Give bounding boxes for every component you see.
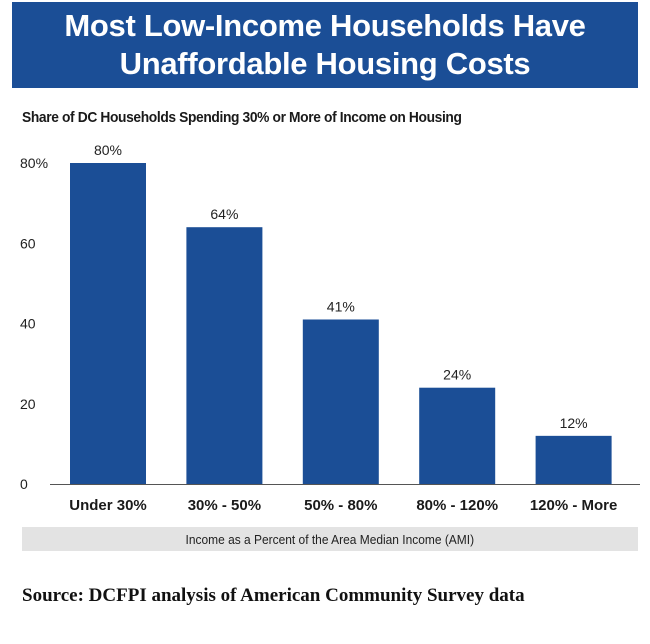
- y-tick-label: 60: [20, 235, 36, 251]
- title-banner: Most Low-Income Households Have Unafford…: [12, 2, 638, 88]
- title-line-2: Unaffordable Housing Costs: [119, 46, 531, 81]
- bar: [302, 319, 379, 484]
- y-tick-label: 80%: [20, 155, 48, 171]
- x-tick-label: 30% - 50%: [188, 497, 261, 514]
- bar: [70, 163, 146, 484]
- x-axis-label-box: Income as a Percent of the Area Median I…: [22, 527, 638, 551]
- data-label: 41%: [327, 298, 355, 314]
- x-tick-label: 120% - More: [530, 497, 618, 514]
- x-axis-label: Income as a Percent of the Area Median I…: [185, 531, 475, 547]
- x-tick-label: 50% - 80%: [304, 497, 377, 514]
- chart-subtitle: Share of DC Households Spending 30% or M…: [22, 109, 462, 126]
- source-note: Source: DCFPI analysis of American Commu…: [22, 585, 525, 606]
- title-line-1: Most Low-Income Households Have: [64, 8, 586, 43]
- bar: [186, 227, 263, 484]
- bar: [419, 387, 496, 484]
- data-label: 12%: [560, 415, 588, 431]
- y-tick-label: 40: [20, 316, 36, 332]
- y-tick-label: 0: [20, 476, 28, 492]
- x-tick-label: 80% - 120%: [416, 497, 498, 514]
- data-label: 24%: [443, 367, 471, 383]
- data-label: 64%: [210, 206, 238, 222]
- x-tick-label: Under 30%: [69, 497, 147, 514]
- bar: [535, 435, 612, 484]
- y-tick-label: 20: [20, 396, 36, 412]
- data-label: 80%: [94, 142, 122, 158]
